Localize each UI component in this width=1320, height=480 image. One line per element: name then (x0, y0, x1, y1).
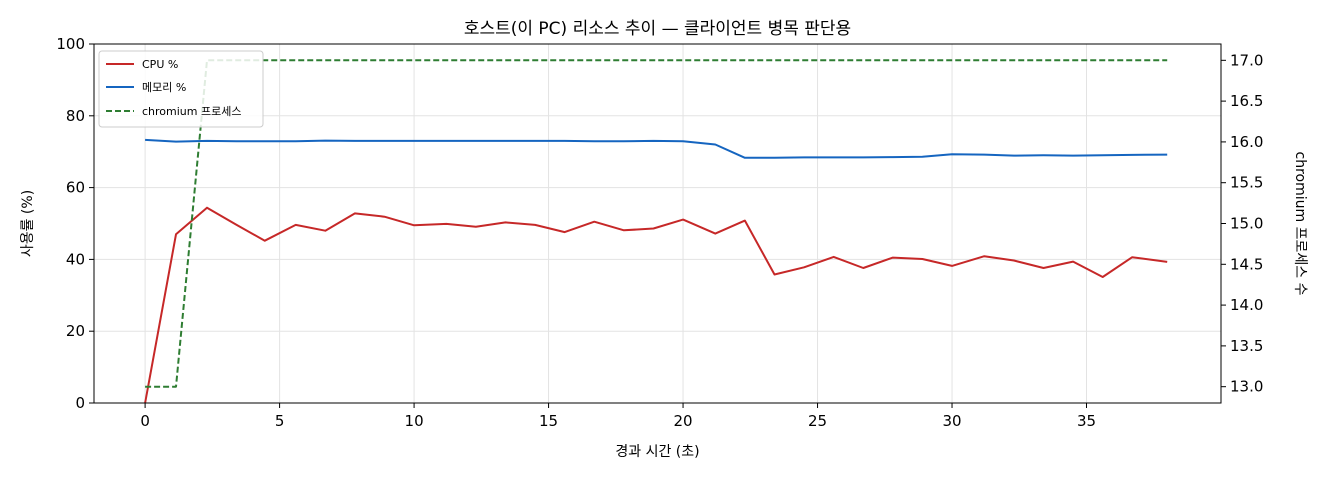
x-axis-label: 경과 시간 (초) (615, 444, 699, 460)
series-line-2 (145, 59, 1168, 388)
y2-tick-label: 13.5 (1230, 337, 1263, 355)
y-tick-label: 80 (66, 107, 85, 125)
x-tick-label: 20 (674, 412, 693, 430)
y-axis-label: 사용률 (%) (20, 190, 36, 257)
series-line-0 (144, 206, 1168, 404)
legend: CPU % 메모리 % chromium 프로세스 (98, 50, 264, 128)
x-tick-label: 5 (275, 412, 285, 430)
series-line-1 (145, 138, 1168, 159)
y-tick-label: 40 (66, 250, 85, 268)
y-tick-label: 20 (66, 322, 85, 340)
y-tick-label: 100 (56, 35, 85, 53)
y2-axis-label: chromium 프로세스 수 (1292, 152, 1308, 296)
x-tick-label: 15 (539, 412, 558, 430)
y2-tick-label: 17.0 (1230, 51, 1263, 69)
y2-tick-label: 16.5 (1230, 92, 1263, 110)
y2-tick-label: 15.5 (1230, 174, 1263, 192)
x-tick-label: 30 (942, 412, 961, 430)
y2-tick-label: 15.0 (1230, 215, 1263, 233)
legend-box (98, 50, 264, 128)
y2-tick-label: 16.0 (1230, 133, 1263, 151)
legend-label-chromium: chromium 프로세스 (142, 105, 241, 118)
x-tick-label: 10 (405, 412, 424, 430)
plot-lines (144, 59, 1168, 404)
x-tick-label: 25 (808, 412, 827, 430)
y-tick-label: 60 (66, 179, 85, 197)
y-tick-label: 0 (75, 394, 85, 412)
y2-tick-label: 14.0 (1230, 296, 1263, 314)
legend-label-memory: 메모리 % (142, 81, 186, 94)
x-tick-label: 0 (140, 412, 150, 430)
x-tick-label: 35 (1077, 412, 1096, 430)
y2-tick-label: 13.0 (1230, 378, 1263, 396)
chart-title: 호스트(이 PC) 리소스 추이 — 클라이언트 병목 판단용 (464, 19, 851, 39)
y2-tick-label: 14.5 (1230, 255, 1263, 273)
axis-ticks: 0 5 10 15 20 25 30 35 0 20 40 60 80 100 13.0 13.5 14.0 14… (56, 35, 1263, 430)
legend-label-cpu: CPU % (142, 58, 178, 71)
